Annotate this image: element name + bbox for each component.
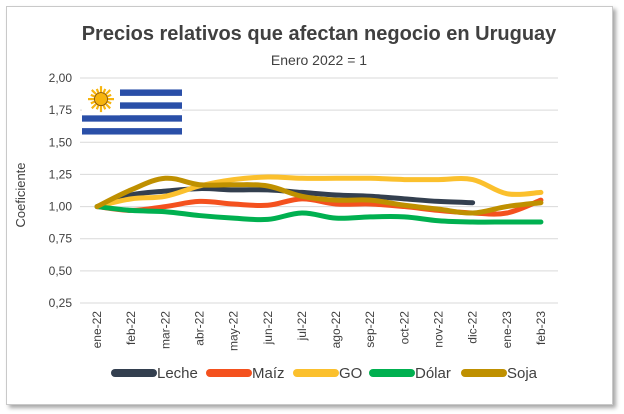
y-tick-label: 0,25 — [49, 296, 73, 310]
x-tick-label: feb-23 — [534, 311, 548, 345]
flag-stripe — [82, 128, 182, 135]
legend: Leche Maíz GO Dólar Soja — [111, 365, 538, 382]
flag-sun-ray — [104, 89, 111, 96]
x-tick-label: nov-22 — [432, 311, 446, 348]
chart-title: Precios relativos que afectan negocio en… — [82, 23, 557, 45]
legend-label: Dólar — [415, 365, 451, 382]
y-tick-label: 1,50 — [49, 135, 73, 149]
series-line-dólar — [94, 204, 544, 225]
flag-sun — [94, 92, 108, 107]
x-tick-label: jun-22 — [261, 311, 275, 346]
x-tick-label: mar-22 — [158, 311, 172, 349]
flag-stripe — [82, 89, 182, 97]
x-tick-labels: ene-22 feb-22 mar-22 abr-22 may-22 jun-22 jul-… — [90, 311, 548, 351]
flag-stripe — [82, 102, 182, 110]
uruguay-flag-icon — [82, 83, 182, 142]
flag-stripe — [82, 121, 182, 129]
y-tick-label: 0,75 — [49, 232, 73, 246]
x-tick-label: abr-22 — [193, 311, 207, 346]
x-tick-label: jul-22 — [295, 311, 309, 342]
series-line-go — [94, 174, 544, 210]
x-tick-label: oct-22 — [397, 311, 411, 345]
flag-stripe — [82, 95, 182, 103]
chart-frame: Precios relativos que afectan negocio en… — [6, 6, 613, 405]
y-tick-label: 1,75 — [49, 103, 73, 117]
series-line-soja — [94, 175, 544, 216]
y-tick-label: 1,25 — [49, 167, 73, 181]
legend-label: Maíz — [252, 365, 285, 382]
x-tick-label: sep-22 — [363, 311, 377, 348]
flag-stripe — [82, 134, 182, 142]
x-tick-label: dic-22 — [466, 311, 480, 344]
x-tick-label: ene-22 — [90, 311, 104, 349]
legend-label: GO — [339, 365, 362, 382]
line-chart: Precios relativos que afectan negocio en… — [13, 23, 558, 382]
y-axis-label: Coeficiente — [13, 162, 28, 227]
x-tick-label: feb-22 — [124, 311, 138, 345]
y-tick-labels: 0,25 0,50 0,75 1,00 1,25 1,50 1,75 2,00 — [49, 71, 73, 310]
flag-stripe — [82, 115, 182, 122]
y-tick-label: 2,00 — [49, 71, 73, 85]
flag-stripe — [82, 83, 182, 90]
legend-label: Leche — [157, 365, 198, 382]
chart-subtitle: Enero 2022 = 1 — [271, 52, 367, 68]
flag-sun-ray — [104, 102, 111, 110]
flag-stripe — [82, 108, 182, 116]
x-tick-label: may-22 — [227, 311, 241, 351]
x-tick-label: ene-23 — [500, 311, 514, 349]
x-tick-label: ago-22 — [329, 311, 343, 349]
flag-sun-ray — [91, 89, 98, 96]
y-tick-label: 1,00 — [49, 200, 73, 214]
y-tick-label: 0,50 — [49, 264, 73, 278]
legend-label: Soja — [507, 365, 538, 382]
flag-sun-ray — [91, 102, 98, 110]
series-lines — [94, 174, 544, 225]
